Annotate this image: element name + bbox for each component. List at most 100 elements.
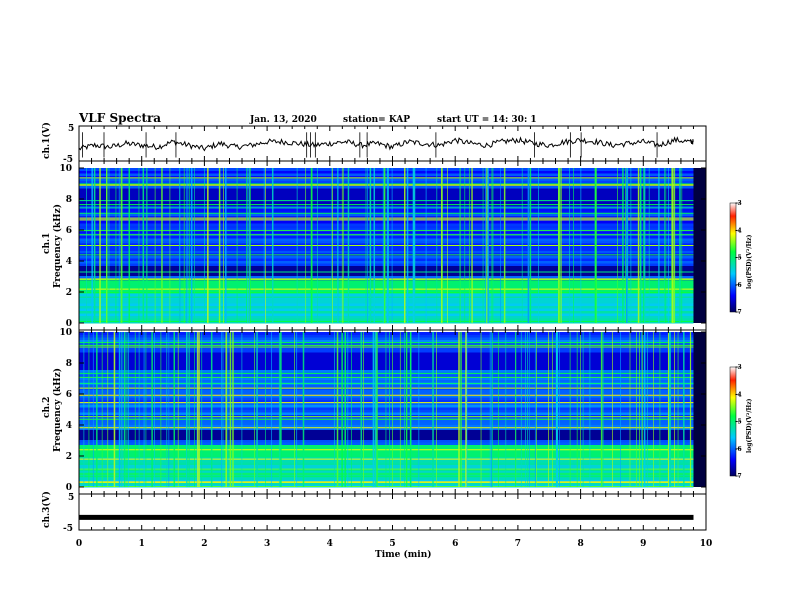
ch1-colorbar: -3 -4 -5 -6 -7 log(PSD)(V²/Hz)	[729, 200, 753, 316]
date-label: Jan. 13, 2020	[249, 115, 317, 125]
freq-tick-label: 4	[66, 421, 72, 431]
spectrogram-band	[79, 223, 694, 226]
spectrogram-band	[79, 228, 694, 231]
spectrogram-band	[79, 173, 694, 176]
spectrogram-band	[79, 200, 694, 204]
spectrogram-band	[79, 260, 694, 264]
spectrogram-band	[79, 188, 694, 191]
ch3-waveform-panel: 5 -5 ch.3(V)	[41, 491, 707, 534]
colorbar-tick-label: -6	[735, 282, 742, 289]
spectrogram-band	[79, 318, 694, 321]
station-label: station= KAP	[343, 115, 410, 125]
spectrogram-band	[79, 293, 694, 296]
ch3-waveform-ticks	[78, 494, 707, 530]
spectrogram-band	[79, 185, 694, 189]
ch1-waveform-frame	[78, 125, 707, 162]
ch3-waveform-frame	[78, 493, 707, 531]
x-tick-label: 10	[700, 539, 713, 549]
ch2-spectrogram	[79, 332, 694, 488]
x-tick-label: 9	[640, 539, 646, 549]
ch1-colorbar-label: log(PSD)(V²/Hz)	[746, 234, 753, 289]
spectrogram-band	[79, 190, 694, 194]
spectrogram-band	[79, 285, 694, 289]
spectrogram-band	[79, 245, 694, 249]
spectrogram-band	[79, 303, 694, 306]
ch1-waveform-ylabel: ch.1(V)	[41, 122, 52, 159]
colorbar-tick-label: -4	[735, 227, 742, 234]
x-tick-label: 7	[515, 539, 521, 549]
ch2-freq-ticks: 0 2 4 6 8 10	[59, 328, 706, 493]
waveform-line	[78, 136, 694, 152]
spectrogram-band	[79, 180, 694, 184]
colorbar-tick-label: -5	[735, 255, 742, 262]
ch1-ytick-bottom: -5	[63, 155, 73, 165]
spectrogram-band	[79, 275, 694, 279]
figure-title: VLF Spectra	[78, 111, 161, 125]
freq-tick-label: 2	[66, 288, 72, 298]
spectrogram-band	[79, 243, 694, 246]
ch2-spectrogram-ylabel: ch.2	[42, 397, 52, 418]
colorbar-tick-label: -6	[735, 446, 742, 453]
freq-tick-label: 4	[66, 257, 72, 267]
freq-tick-label: 6	[66, 390, 72, 400]
x-tick-label: 3	[264, 539, 270, 549]
colorbar-tick-label: -7	[735, 309, 742, 316]
ch2-colorbar: -3 -4 -5 -6 -7 log(PSD)(V²/Hz)	[729, 364, 753, 480]
spectrogram-band	[79, 305, 694, 309]
ch1-spectrogram-panel: 0 2 4 6 8 10 ch.1 Frequency (kHz) -3 -4 -5 -6 -7 …	[42, 160, 753, 331]
freq-tick-label: 10	[59, 164, 72, 174]
colorbar-tick-label: -3	[735, 364, 742, 371]
ch3-waveform-ylabel: ch.3(V)	[41, 491, 52, 528]
colorbar-tick-label: -7	[735, 473, 742, 480]
time-axis-label: Time (min)	[375, 549, 432, 560]
freq-tick-label: 10	[59, 328, 72, 338]
spectrogram-band	[79, 168, 694, 171]
spectrogram-band	[79, 240, 694, 244]
spectrogram-band	[79, 238, 694, 241]
spectrogram-band	[79, 210, 694, 214]
start-time-label: start UT = 14: 30: 1	[437, 115, 537, 125]
spectrogram-band	[79, 213, 694, 216]
spectrogram-band	[79, 215, 694, 219]
freq-tick-label: 2	[66, 452, 72, 462]
colorbar-tick-label: -3	[735, 200, 742, 207]
ch1-spectrogram	[79, 168, 694, 324]
spectrogram-band	[79, 198, 694, 201]
ch2-colorbar-ticks: -3 -4 -5 -6 -7	[735, 364, 742, 480]
spectrogram-band	[79, 298, 694, 301]
freq-tick-label: 0	[66, 319, 72, 329]
spectrogram-band	[79, 170, 694, 174]
spectrogram-band	[79, 283, 694, 286]
x-tick-label: 2	[201, 539, 207, 549]
spectrogram-band	[79, 225, 694, 229]
spectrogram-band	[79, 308, 694, 311]
spectrogram-band	[79, 235, 694, 239]
spectrogram-band	[79, 255, 694, 259]
spectrogram-band	[79, 208, 694, 211]
spectrogram-band	[79, 263, 694, 266]
spectrogram-band	[79, 290, 694, 294]
spectrogram-band	[79, 230, 694, 234]
ch2-spectrogram-panel: 0 2 4 6 8 10 ch.2 Frequency (kHz) -3 -4 -5 -6 -7 …	[42, 328, 753, 495]
x-tick-label: 5	[389, 539, 395, 549]
x-tick-label: 4	[327, 539, 333, 549]
spectrogram-band	[79, 280, 694, 284]
ch1-waveform-plot	[78, 132, 694, 158]
ch3-ytick-top: 5	[68, 493, 74, 503]
freq-tick-label: 6	[66, 226, 72, 236]
colorbar-tick-label: -5	[735, 419, 742, 426]
time-axis-ticks: 0 1 2 3 4 5 6 7 8 9 10	[76, 539, 712, 549]
ch2-frequency-axis-label: Frequency (kHz)	[52, 368, 63, 452]
spectrogram-band	[79, 265, 694, 269]
ch1-waveform-panel: 5 -5 ch.1(V)	[41, 122, 707, 165]
spectrogram-band	[79, 220, 694, 224]
spectrogram-band	[79, 178, 694, 181]
spectrogram-band	[79, 193, 694, 196]
spectrogram-band	[79, 313, 694, 316]
ch3-ytick-bottom: -5	[63, 524, 73, 534]
ch1-frequency-axis-label: Frequency (kHz)	[52, 204, 63, 288]
ch1-spectrogram-ticks	[78, 161, 707, 330]
freq-tick-label: 0	[66, 483, 72, 493]
freq-tick-label: 8	[66, 195, 72, 205]
